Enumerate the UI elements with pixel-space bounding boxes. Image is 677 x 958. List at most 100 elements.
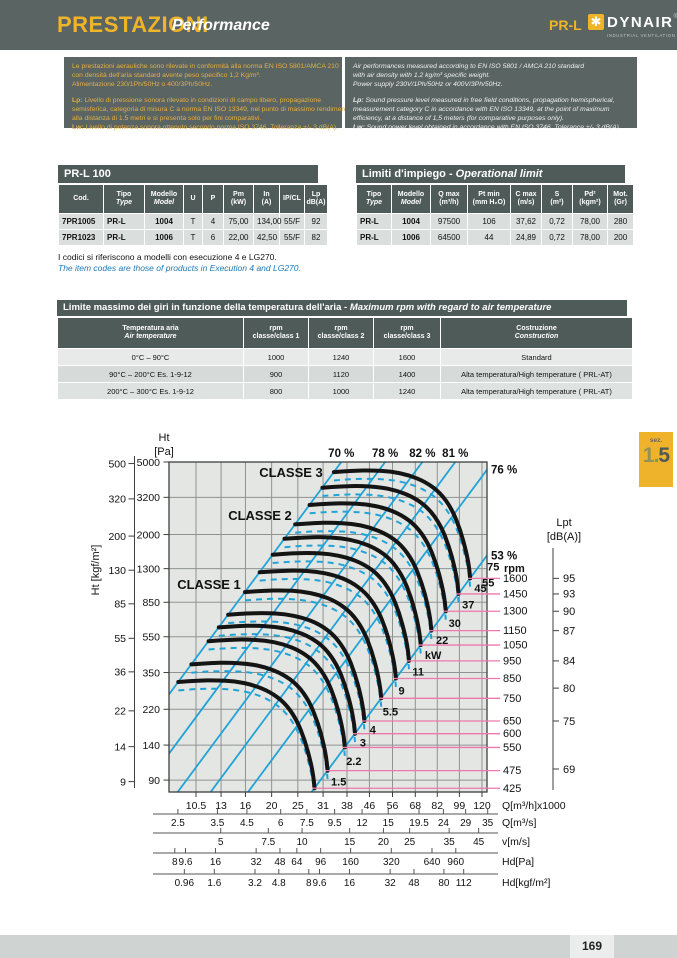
table-cell: 1000 <box>309 383 373 399</box>
page-title: PRESTAZIONI <box>57 12 209 37</box>
column-header: C max (m/s) <box>511 185 541 213</box>
efficiency-label: 78 % <box>372 448 398 460</box>
scale-tick: 9.5 <box>328 818 342 829</box>
table-cell: 37,62 <box>511 214 541 229</box>
info-line: Lp: Sound pressure level measured in fre… <box>353 96 615 104</box>
scale-tick: 320 <box>383 857 400 868</box>
column-header: IP/CL <box>280 185 304 213</box>
table-cell: 0,72 <box>542 214 572 229</box>
column-header: S (m²) <box>542 185 572 213</box>
rpm-curve-1450 <box>320 484 461 596</box>
scale-tick: 32 <box>385 878 397 889</box>
rpm-curve-475 <box>189 660 330 773</box>
scale-tick: 640 <box>424 857 441 868</box>
kgf-tick: 320 <box>108 494 126 506</box>
table-cell: 1000 <box>244 349 308 365</box>
rpm-value: 650 <box>503 715 521 727</box>
efficiency-label: 70 % <box>328 448 354 460</box>
table-cell: 4 <box>203 214 223 229</box>
info-line: Power supply 230V/1Ph/50Hz or 400V/3Ph/5… <box>353 81 503 89</box>
table-cell: 1120 <box>309 366 373 382</box>
scale-tick: 8 <box>306 878 312 889</box>
x-tick: 99 <box>454 800 466 812</box>
info-line: Lw: Sound power level obtained in accord… <box>353 124 621 132</box>
column-header: Temperatura aria Air temperature <box>58 318 243 348</box>
table-row: 90°C – 200°C Es. 1-9-12 900 1120 1400 Alta t… <box>58 366 632 382</box>
rpm-value: 750 <box>503 693 521 705</box>
info-paragraph: Lp: Sound pressure level measured in fre… <box>353 96 629 133</box>
scale-tick: 7.5 <box>300 818 314 829</box>
lpt-tick: 87 <box>563 625 575 637</box>
table-cell: PR-L <box>357 230 391 245</box>
kw-label: kW <box>425 650 442 662</box>
kgf-tick: 9 <box>120 776 126 788</box>
lpt-axis: Lpt [dB(A)] 95 93 90 87 84 80 75 69 <box>547 517 581 790</box>
scale-tick: 64 <box>291 857 303 868</box>
kw-label: 37 <box>462 600 474 612</box>
info-box-english: Air performances measured according to E… <box>345 57 637 131</box>
table-cell: Alta temperatura/High temperature ( PRL-… <box>441 366 632 382</box>
column-header: Lp dB(A) <box>305 185 327 213</box>
scale-tick: 96 <box>315 857 327 868</box>
pa-tick: 3200 <box>137 492 161 504</box>
info-paragraph: Lp: Livello di pressione sonora rilevato… <box>72 96 353 133</box>
operational-limit-table: Limiti d'impiego - Operational limit Tip… <box>356 165 633 246</box>
table-cell: PR-L <box>357 214 391 229</box>
column-header: U <box>184 185 202 213</box>
x-tick: 82 <box>431 800 443 812</box>
table-cell: 75,00 <box>224 214 253 229</box>
column-header: rpm classe/class 2 <box>309 318 373 348</box>
table-cell: 44 <box>468 230 510 245</box>
x-tick: 38 <box>341 800 353 812</box>
info-line: semisferica, categoria di misura C a nor… <box>72 105 353 113</box>
table-cell: 78,00 <box>573 214 607 229</box>
kgf-tick: 36 <box>114 667 126 679</box>
class-label: CLASSE 2 <box>228 508 292 523</box>
table-cell: 280 <box>608 214 633 229</box>
column-header: Mot. (Gr) <box>608 185 633 213</box>
kw-label: 4 <box>370 724 377 736</box>
scale-tick: 29 <box>460 818 472 829</box>
section-number: 1.5 <box>642 444 670 467</box>
info-line: con densità dell'aria standard avente pe… <box>72 72 261 80</box>
rpm-value: 600 <box>503 728 521 740</box>
rpm-value: 1300 <box>503 606 527 618</box>
x-tick: 10.5 <box>186 800 207 812</box>
table-cell: Standard <box>441 349 632 365</box>
kw-label: 45 <box>474 583 486 595</box>
table-cell: 1006 <box>392 230 430 245</box>
table-cell: 92 <box>305 214 327 229</box>
scale-tick: 7.5 <box>261 837 275 848</box>
performance-chart: 4254755506006507508509501050115013001450… <box>90 432 581 889</box>
section-tab: sez. 1.5 <box>639 432 673 487</box>
x-tick: 20 <box>266 800 278 812</box>
rpm-value: 950 <box>503 655 521 667</box>
brand-tagline: INDUSTRIAL VENTILATION <box>607 33 676 38</box>
model-table-title: PR-L 100 <box>58 165 318 183</box>
info-line: alla distanza di 1.5 metri e si presenta… <box>72 115 262 123</box>
rpm-value: 475 <box>503 765 521 777</box>
pa-tick: 220 <box>142 704 160 716</box>
efficiency-label: 76 % <box>491 465 517 477</box>
scale-tick: 4.8 <box>272 878 286 889</box>
rpm-value: 850 <box>503 673 521 685</box>
column-header: Tipo Type <box>357 185 391 213</box>
scale-tick: 5 <box>218 837 224 848</box>
pa-axis-title: [Pa] <box>154 446 174 458</box>
table-cell: 106 <box>468 214 510 229</box>
kw-label: 30 <box>449 618 461 630</box>
table-cell: 1240 <box>374 383 440 399</box>
x-tick: 25 <box>292 800 304 812</box>
table-row: PR-L 1004 97500 106 37,62 0,72 78,00 280 <box>357 214 633 229</box>
scale-tick: 2.5 <box>171 818 185 829</box>
scale-tick: 15 <box>383 818 395 829</box>
column-header: Pm (kW) <box>224 185 253 213</box>
table-cell: T <box>184 230 202 245</box>
rpm-curve-600 <box>216 623 357 736</box>
lpt-tick: 93 <box>563 589 575 601</box>
kgf-axis-title: Ht [kgf/m²] <box>90 545 102 596</box>
table-cell: 42,50 <box>254 230 279 245</box>
table-cell: 6 <box>203 230 223 245</box>
